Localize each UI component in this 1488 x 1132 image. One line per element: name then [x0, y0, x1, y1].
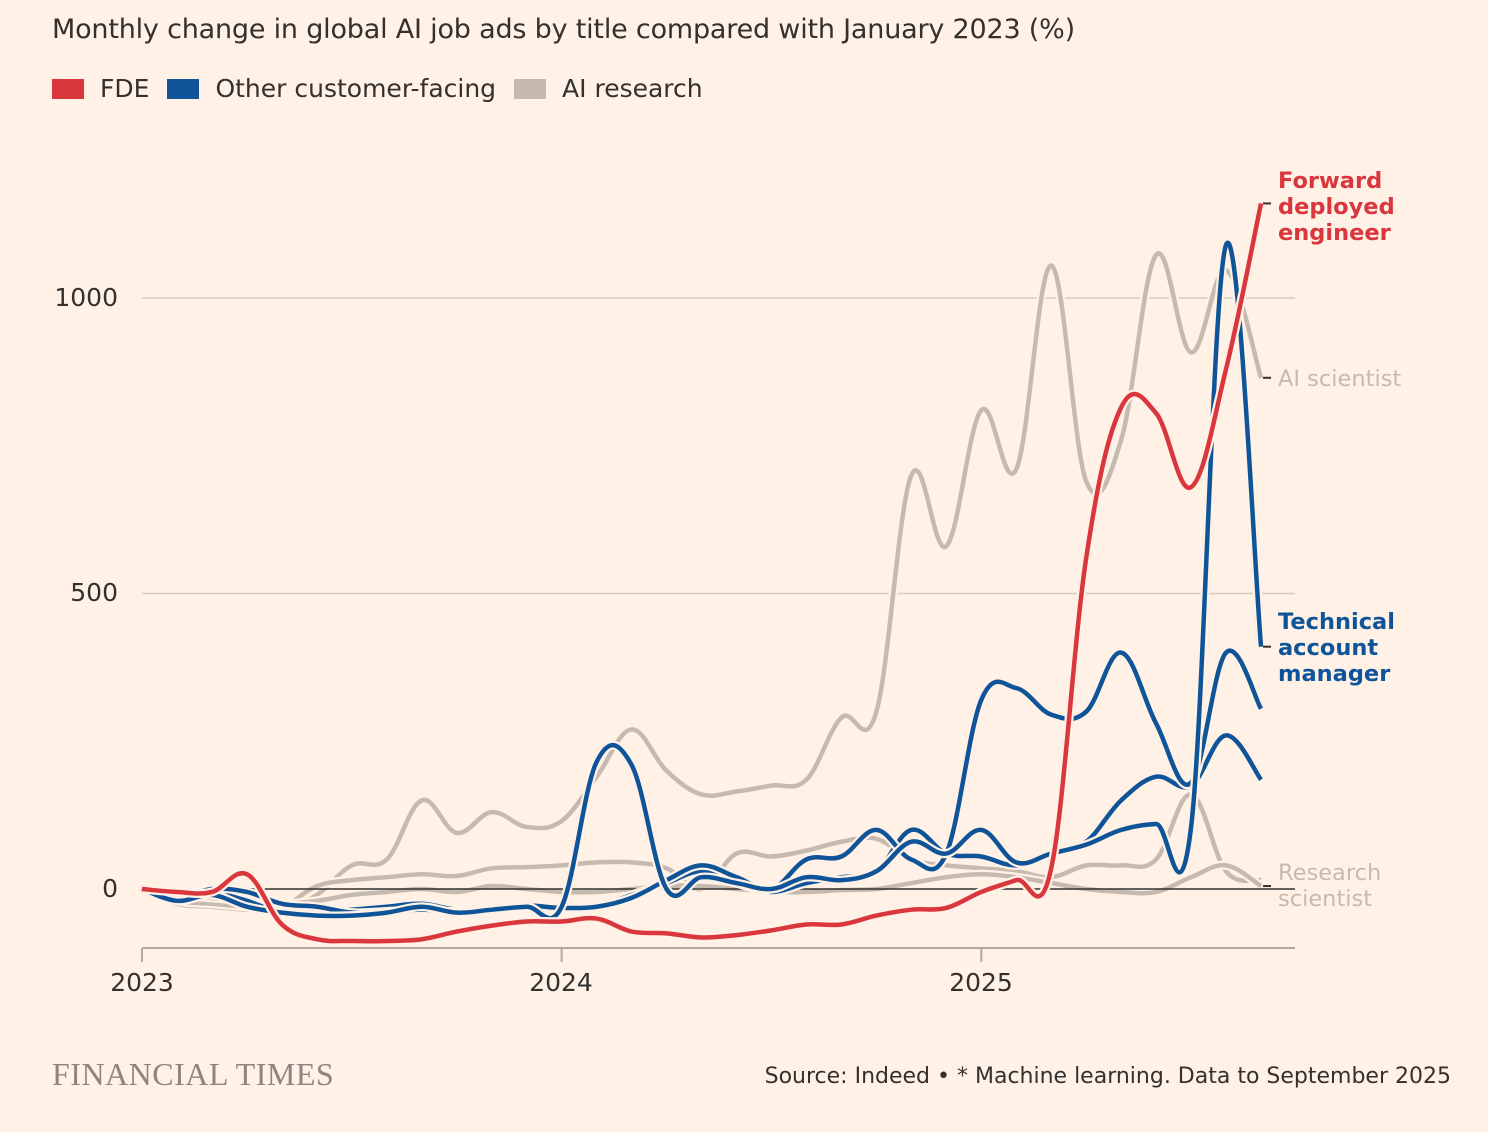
- legend-item-fde: FDE: [52, 74, 149, 103]
- legend: FDE Other customer-facing AI research: [52, 74, 721, 103]
- legend-swatch-customer-facing: [167, 78, 200, 99]
- x-tick-label: 2023: [110, 968, 174, 997]
- series-line-customer_facing-4: [141, 648, 1264, 916]
- legend-label: AI research: [562, 74, 703, 103]
- chart-title: Monthly change in global AI job ads by t…: [52, 14, 1075, 45]
- source-note: Source: Indeed • * Machine learning. Dat…: [764, 1064, 1451, 1089]
- y-tick-label: 1000: [54, 283, 118, 312]
- x-tick-label: 2024: [529, 968, 593, 997]
- series-halo: [140, 238, 1266, 923]
- legend-label: FDE: [100, 74, 150, 103]
- series-line-research-scientist: [141, 862, 1263, 907]
- legend-item-customer-facing: Other customer-facing: [167, 74, 496, 103]
- series-line-ai-scientist: [141, 251, 1264, 914]
- legend-item-ai-research: AI research: [514, 74, 703, 103]
- y-tick-label: 0: [102, 874, 118, 903]
- y-tick-label: 500: [70, 578, 118, 607]
- legend-swatch-fde: [52, 78, 84, 99]
- legend-swatch-ai-research: [514, 78, 547, 99]
- legend-label: Other customer-facing: [215, 74, 497, 103]
- series-halo: [140, 248, 1266, 916]
- series-label-research-scientist: Research scientist: [1278, 860, 1382, 912]
- series-label-ai-scientist: AI scientist: [1278, 366, 1402, 392]
- ft-logo: FINANCIAL TIMES: [52, 1056, 335, 1092]
- x-tick-label: 2025: [949, 968, 1013, 997]
- series-line-forward-deployed-engineer: [141, 202, 1264, 944]
- series-label-technical-account-manager: Technical account manager: [1278, 609, 1395, 687]
- series-line-technical-account-manager: [141, 240, 1264, 921]
- series-label-fde: Forward deployed engineer: [1278, 168, 1395, 246]
